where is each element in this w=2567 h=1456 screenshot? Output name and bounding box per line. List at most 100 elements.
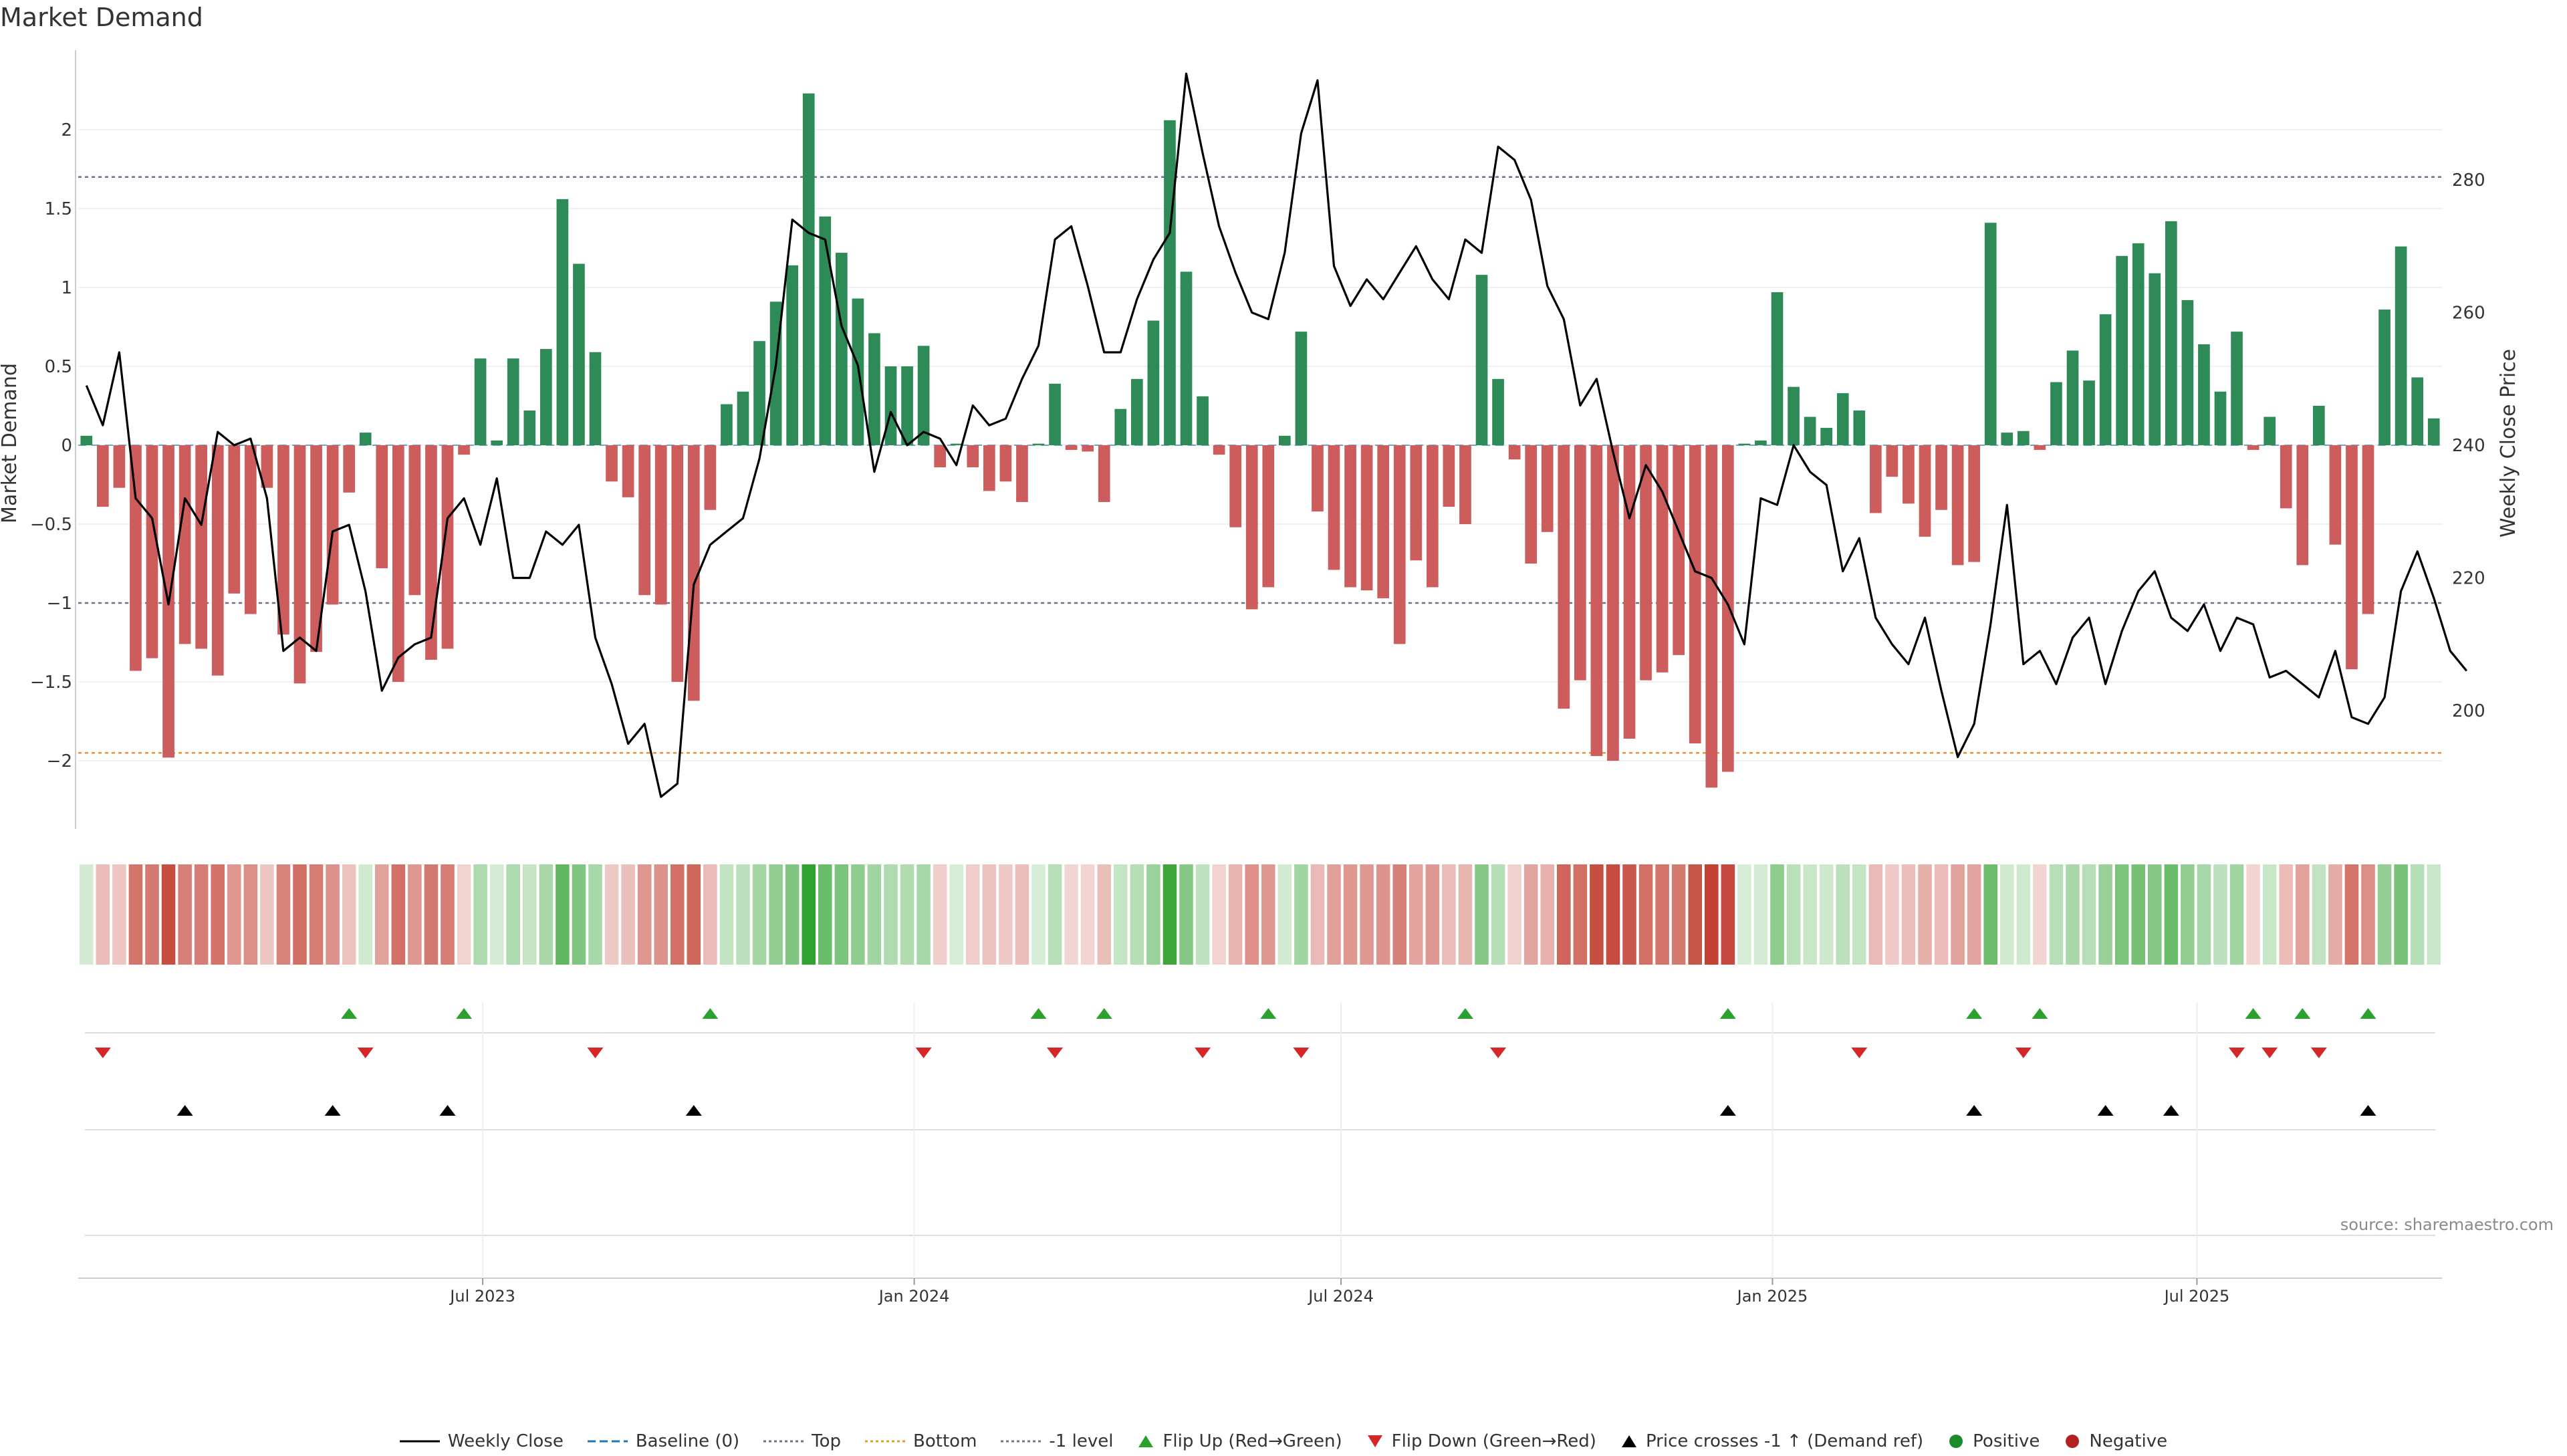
demand-bar	[523, 410, 536, 445]
legend-swatch	[1621, 1435, 1636, 1447]
demand-bar	[1673, 445, 1685, 655]
heat-cell	[1573, 864, 1588, 965]
heat-cell	[818, 864, 832, 965]
heat-cell	[1868, 864, 1883, 965]
heat-cell	[1721, 864, 1735, 965]
heat-cell	[1951, 864, 1965, 965]
heat-cell	[1819, 864, 1834, 965]
demand-bar	[1836, 393, 1849, 445]
demand-bar	[539, 349, 552, 445]
demand-bar	[1853, 410, 1866, 445]
demand-bar	[2231, 332, 2243, 445]
demand-bar	[1328, 445, 1340, 570]
legend-swatch	[2066, 1435, 2080, 1448]
demand-bar	[2280, 445, 2292, 509]
heat-cell	[2296, 864, 2310, 965]
legend-item: Top	[763, 1431, 841, 1451]
demand-bar	[1721, 445, 1734, 772]
demand-bar	[1032, 443, 1045, 445]
demand-bar	[671, 445, 684, 682]
legend-item: Negative	[2064, 1431, 2167, 1451]
x-tick-label: Jul 2024	[1307, 1287, 1374, 1306]
demand-bar	[1590, 445, 1603, 756]
legend-item: -1 level	[1001, 1431, 1113, 1451]
demand-bar	[458, 445, 470, 455]
heat-cell	[1163, 864, 1177, 965]
heat-cell	[1458, 864, 1473, 965]
heat-cell	[834, 864, 849, 965]
x-tick-label: Jan 2024	[878, 1287, 950, 1306]
heat-cell	[2229, 864, 2244, 965]
demand-bar	[343, 445, 356, 493]
cross-up-marker	[2097, 1105, 2114, 1116]
demand-bar	[261, 445, 273, 488]
heat-cell	[1770, 864, 1784, 965]
heat-cell	[556, 864, 570, 965]
demand-bar	[2329, 445, 2342, 545]
demand-bar	[967, 445, 979, 468]
flip-down-marker	[2015, 1048, 2032, 1058]
demand-bar	[392, 445, 404, 682]
demand-bar	[1098, 445, 1110, 502]
heat-cell	[375, 864, 389, 965]
heat-cell	[2344, 864, 2359, 965]
flip-down-marker	[1490, 1048, 1507, 1058]
demand-bar	[359, 433, 372, 445]
demand-bar	[950, 443, 963, 445]
cross-up-marker	[1719, 1105, 1736, 1116]
heat-cell	[489, 864, 504, 965]
demand-bar	[802, 93, 815, 446]
demand-bar	[228, 445, 241, 594]
demand-bar	[1344, 445, 1356, 588]
demand-bar	[654, 445, 667, 605]
heat-cell	[2082, 864, 2096, 965]
demand-bar	[1147, 320, 1160, 445]
heat-cell	[1540, 864, 1554, 965]
cross-up-marker	[685, 1105, 702, 1116]
demand-bar	[884, 366, 897, 445]
heat-cell	[900, 864, 914, 965]
demand-bar	[1984, 223, 1997, 445]
heat-cell	[1885, 864, 1899, 965]
heat-cell	[884, 864, 898, 965]
demand-bar	[1755, 440, 1767, 445]
demand-bar	[80, 435, 93, 445]
heat-cell	[2246, 864, 2260, 965]
demand-bar	[2001, 433, 2013, 445]
heat-cell	[473, 864, 487, 965]
y2-axis-label: Weekly Close Price	[2497, 349, 2520, 537]
flip-up-marker	[2245, 1008, 2262, 1019]
y-tick-label: −1.5	[30, 673, 72, 693]
heat-cell	[982, 864, 997, 965]
legend-label: -1 level	[1049, 1431, 1114, 1451]
heat-cell	[1983, 864, 1997, 965]
heat-cell	[523, 864, 537, 965]
demand-bar	[2116, 255, 2128, 445]
flip-up-marker	[1096, 1008, 1112, 1019]
demand-bar	[573, 263, 585, 445]
demand-bar	[1312, 445, 1324, 512]
demand-bar	[1919, 445, 1931, 537]
demand-bar	[1295, 332, 1308, 445]
flip-down-marker	[1293, 1048, 1310, 1058]
heat-cell	[1130, 864, 1144, 965]
y-axis-label: Market Demand	[0, 363, 21, 523]
demand-bar	[2017, 431, 2030, 445]
legend-swatch	[1001, 1440, 1042, 1443]
y2-tick-label: 260	[2452, 304, 2485, 324]
flip-up-marker	[456, 1008, 473, 1019]
demand-bar	[1082, 445, 1094, 452]
demand-bar	[1558, 445, 1570, 709]
demand-bar	[1689, 445, 1701, 744]
heat-cell	[1442, 864, 1456, 965]
legend-swatch	[1138, 1435, 1154, 1447]
heat-cell	[1064, 864, 1078, 965]
demand-bar	[606, 445, 618, 482]
demand-bar	[2362, 445, 2374, 614]
demand-bar	[2149, 273, 2161, 445]
demand-bar	[507, 358, 519, 445]
heat-cell	[2181, 864, 2195, 965]
demand-bar	[408, 445, 421, 596]
heat-cell	[293, 864, 307, 965]
legend-label: Weekly Close	[447, 1431, 564, 1451]
